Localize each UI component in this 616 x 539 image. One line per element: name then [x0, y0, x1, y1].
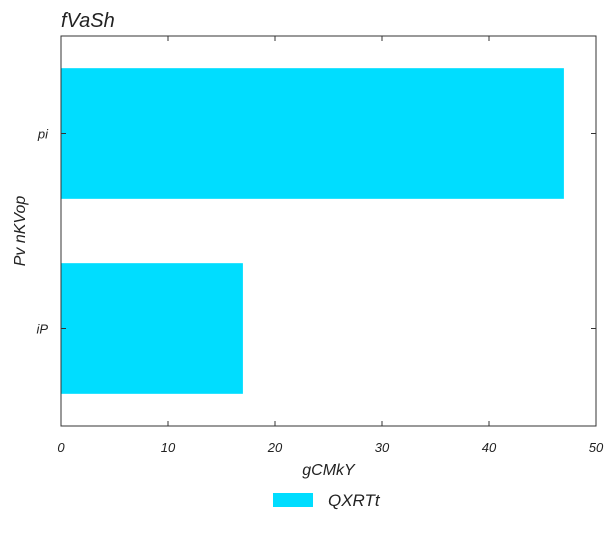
plot-frame: [60, 35, 597, 427]
bars-group: [61, 68, 564, 394]
legend-label: QXRTt: [328, 491, 381, 510]
legend: QXRTt: [273, 491, 381, 510]
x-tick-label: 50: [589, 440, 604, 455]
x-tick-label: 20: [267, 440, 283, 455]
y-tick-label: pi: [37, 127, 49, 142]
x-tick-label: 40: [482, 440, 497, 455]
x-axis-label: gCMkY: [302, 462, 356, 479]
bar-iP: [61, 263, 243, 394]
y-tick-label: iP: [36, 322, 48, 337]
x-tick-label: 0: [57, 440, 65, 455]
legend-swatch: [273, 493, 313, 507]
x-axis-ticks: 0 10 20 30 40 50: [57, 36, 604, 455]
x-tick-label: 10: [161, 440, 176, 455]
bar-pi: [61, 68, 564, 199]
chart-title: fVaSh: [61, 10, 115, 32]
y-axis-ticks: pi iP: [36, 127, 596, 337]
x-tick-label: 30: [375, 440, 390, 455]
y-axis-label: Pv nKVop: [12, 196, 29, 267]
